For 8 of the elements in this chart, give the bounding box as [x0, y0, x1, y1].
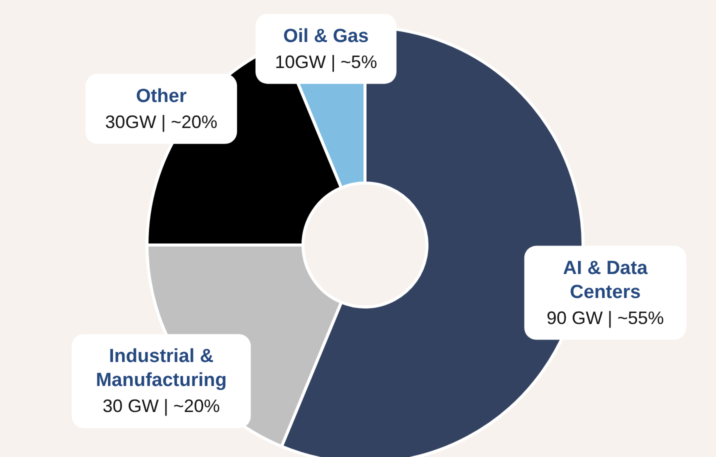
data-label: 30 GW | ~20%	[102, 396, 220, 416]
slice-label: Oil & Gas	[283, 26, 369, 47]
slice-label: Industrial & Manufacturing	[96, 346, 227, 392]
slice-label: AI & Data Centers	[563, 258, 648, 303]
data-label: 10GW | ~5%	[274, 52, 378, 72]
data-label: 30GW | ~20%	[105, 112, 218, 132]
data-label: 90 GW | ~55%	[546, 308, 664, 328]
slice-label: Other	[136, 86, 188, 107]
